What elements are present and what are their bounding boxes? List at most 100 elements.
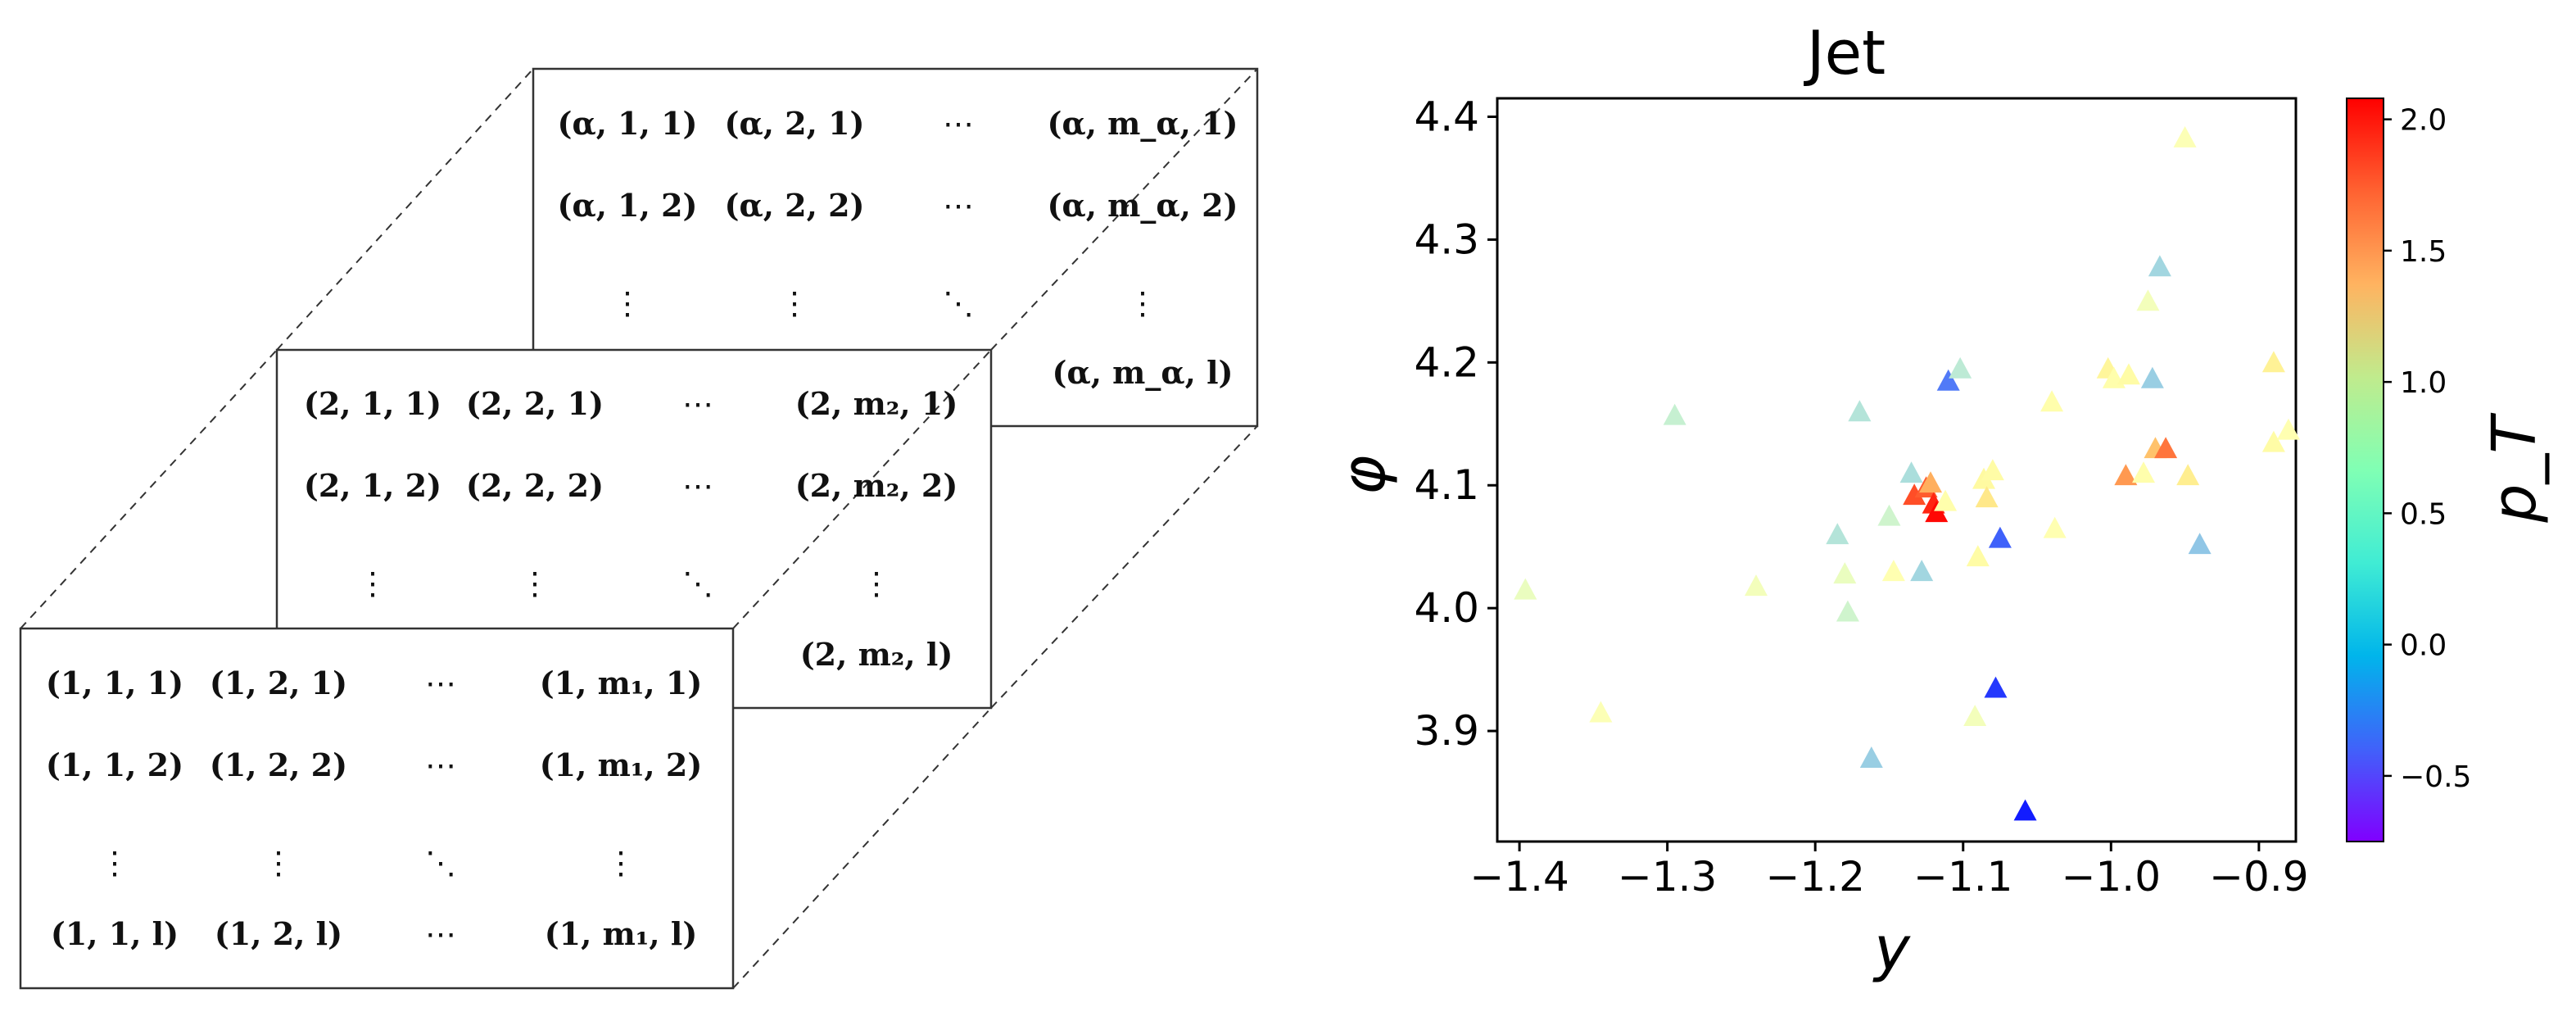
scatter-point xyxy=(1663,403,1686,425)
scatter-point xyxy=(1963,705,1987,726)
scatter-points xyxy=(1514,125,2300,821)
y-tick-label: 4.2 xyxy=(1414,338,1479,386)
matrix-entry: (1, 2, 2) xyxy=(210,746,347,783)
scatter-point xyxy=(2176,464,2200,486)
matrix-entry: ⋯ xyxy=(943,188,974,224)
matrix-entry: (α, m_α, 1) xyxy=(1047,105,1238,142)
matrix-entry: (α, 2, 2) xyxy=(725,187,865,224)
scatter-point xyxy=(1984,676,2008,698)
x-tick-label: −1.2 xyxy=(1765,853,1864,901)
layer-1-box xyxy=(19,627,735,990)
scatter-point xyxy=(1514,578,1537,600)
matrix-entry: ⋮ xyxy=(357,565,388,601)
colorbar-tick-label: −0.5 xyxy=(2400,760,2471,794)
matrix-entries: (α, 1, 1) (α, 2, 1) ⋯ (α, m_α, 1) (α, 1, 2) (… xyxy=(46,105,1238,952)
dashed-edge xyxy=(990,425,1258,709)
x-axis-ticks: −1.4 −1.3 −1.2 −1.1 −1.0 −0.9 xyxy=(1469,842,2309,901)
y-tick-label: 4.0 xyxy=(1414,584,1479,632)
matrix-entry: ⋱ xyxy=(943,285,974,321)
matrix-entry: ⋯ xyxy=(425,747,456,783)
scatter-point xyxy=(2132,461,2156,483)
matrix-entry: (α, m_α, 2) xyxy=(1047,187,1238,224)
scatter-point xyxy=(1859,746,1883,768)
scatter-point xyxy=(1881,560,1905,582)
matrix-entry: (1, 2, l) xyxy=(215,915,342,952)
colorbar-tick-label: 0.0 xyxy=(2400,629,2447,663)
matrix-entry: (2, 2, 1) xyxy=(466,385,604,422)
matrix-entry: (2, 2, 2) xyxy=(466,467,604,504)
scatter-point xyxy=(2116,363,2140,385)
y-tick-label: 3.9 xyxy=(1414,707,1479,755)
matrix-stack-diagram: (α, 1, 1) (α, 2, 1) ⋯ (α, m_α, 1) (α, 1, 2) (… xyxy=(19,67,1259,990)
colorbar-tick-label: 1.5 xyxy=(2400,235,2447,269)
colorbar-tick-label: 1.0 xyxy=(2400,366,2447,400)
x-tick-label: −0.9 xyxy=(2209,853,2308,901)
matrix-entry: ⋮ xyxy=(99,845,130,881)
scatter-point xyxy=(2173,125,2197,147)
scatter-point xyxy=(1836,600,1859,622)
scatter-point xyxy=(2154,437,2178,459)
scatter-point xyxy=(2261,430,2285,452)
matrix-entry: (α, 1, 2) xyxy=(558,187,698,224)
matrix-entry: ⋮ xyxy=(612,285,643,321)
scatter-point xyxy=(2114,464,2138,486)
connector-lines-alpha-2 xyxy=(276,68,1258,709)
scatter-point xyxy=(2096,356,2120,379)
matrix-entry: ⋮ xyxy=(605,845,636,881)
scatter-point xyxy=(2013,799,2037,821)
x-tick-label: −1.4 xyxy=(1469,853,1569,901)
y-tick-label: 4.1 xyxy=(1414,461,1479,509)
x-axis-label: y xyxy=(1872,914,1911,984)
scatter-point xyxy=(1826,523,1849,545)
layer-1 xyxy=(19,627,735,990)
x-tick-label: −1.3 xyxy=(1618,853,1717,901)
scatter-point xyxy=(2188,533,2212,555)
scatter-point xyxy=(2276,418,2300,440)
matrix-entry: (α, m_α, l) xyxy=(1052,354,1233,391)
scatter-point xyxy=(1899,461,1923,483)
matrix-entry: (2, 1, 1) xyxy=(304,385,441,422)
dashed-edge xyxy=(990,68,1258,351)
scatter-point xyxy=(2148,255,2171,277)
matrix-entry: (2, m₂, l) xyxy=(800,636,953,673)
matrix-entry: ⋮ xyxy=(779,285,810,321)
matrix-entry: (2, 1, 2) xyxy=(304,467,441,504)
scatter-point xyxy=(1922,492,1945,514)
scatter-point xyxy=(1910,560,1934,582)
matrix-entry: (1, 1, 2) xyxy=(46,746,183,783)
chart-title: Jet xyxy=(1804,18,1886,88)
scatter-point xyxy=(1903,483,1926,506)
matrix-entry: (α, 1, 1) xyxy=(558,105,698,142)
scatter-point xyxy=(1966,545,1990,567)
matrix-entry: (1, m₁, 2) xyxy=(540,746,703,783)
matrix-entry: (1, 1, l) xyxy=(51,915,179,952)
matrix-entry: ⋯ xyxy=(943,106,974,142)
y-axis-label: φ xyxy=(1329,456,1399,496)
matrix-entry: ⋯ xyxy=(425,665,456,701)
matrix-entry: ⋯ xyxy=(682,468,713,504)
scatter-point xyxy=(1934,489,1958,511)
scatter-point xyxy=(1589,701,1613,723)
scatter-point xyxy=(2140,366,2164,388)
matrix-entry: ⋮ xyxy=(263,845,294,881)
x-tick-label: −1.1 xyxy=(1913,853,2012,901)
colorbar-ticks: −0.5 0.0 0.5 1.0 1.5 2.0 xyxy=(2384,104,2471,794)
scatter-point xyxy=(1877,504,1901,526)
matrix-entry: ⋮ xyxy=(861,565,892,601)
y-tick-label: 4.3 xyxy=(1414,216,1479,263)
plot-area xyxy=(1496,97,2298,843)
matrix-entry: (2, m₂, 1) xyxy=(795,385,958,422)
matrix-entry: (1, 1, 1) xyxy=(46,665,183,701)
scatter-point xyxy=(1833,562,1857,584)
colorbar xyxy=(2346,98,2384,842)
matrix-entry: (2, m₂, 2) xyxy=(795,467,958,504)
y-tick-label: 4.4 xyxy=(1414,93,1479,140)
matrix-entry: ⋮ xyxy=(1127,285,1158,321)
scatter-point xyxy=(2136,289,2160,311)
scatter-point xyxy=(1949,356,1972,379)
dashed-edge xyxy=(20,349,278,629)
scatter-point xyxy=(2040,390,2064,412)
connector-lines-2-1 xyxy=(20,349,992,989)
matrix-entry: ⋮ xyxy=(519,565,550,601)
y-axis-ticks: 3.9 4.0 4.1 4.2 4.3 4.4 xyxy=(1414,93,1497,755)
